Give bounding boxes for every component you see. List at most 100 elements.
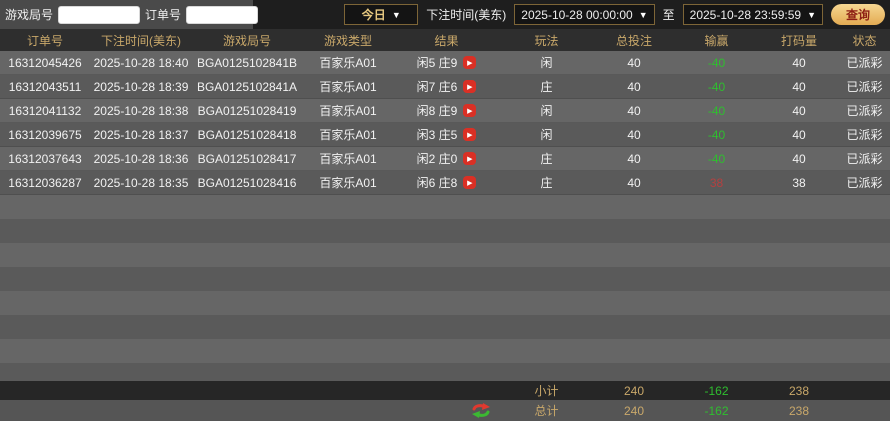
play-cell: 闲 (540, 128, 553, 142)
total-win-loss: -162 (704, 403, 729, 418)
win-loss-cell: -40 (707, 103, 726, 118)
table-row: 16312045426 2025-10-28 18:40 BGA01251028… (0, 51, 890, 75)
col-header-round-id: 游戏局号 (222, 33, 271, 48)
play-cell: 庄 (540, 176, 553, 190)
win-loss-cell: 38 (709, 175, 724, 190)
swap-arrows-icon[interactable] (471, 403, 491, 418)
subtotal-total-bet: 240 (623, 383, 645, 398)
subtotal-label: 小计 (534, 384, 559, 398)
round-id-cell: BGA01251028417 (197, 151, 297, 166)
total-label: 总计 (534, 404, 559, 418)
result-cell: 闲6 庄8 ▶ (394, 171, 499, 194)
date-from-select[interactable]: 2025-10-28 00:00:00 ▼ (514, 4, 655, 25)
turnover-cell: 40 (792, 55, 806, 70)
order-id-cell: 16312037643 (8, 151, 82, 166)
subtotal-turnover: 238 (788, 383, 810, 398)
col-header-status: 状态 (852, 33, 877, 48)
total-total-bet: 240 (623, 403, 645, 418)
col-header-total-bet: 总投注 (615, 33, 652, 48)
bet-time-cell: 2025-10-28 18:36 (93, 151, 189, 166)
turnover-cell: 40 (792, 127, 806, 142)
bet-time-cell: 2025-10-28 18:40 (93, 55, 189, 70)
replay-icon[interactable]: ▶ (463, 104, 477, 117)
order-id-cell: 16312039675 (8, 127, 82, 142)
total-bet-cell: 40 (627, 175, 641, 190)
win-loss-cell: -40 (707, 55, 726, 70)
filter-bar: 游戏局号 订单号 今日 ▼ 下注时间(美东) 2025-10-28 00:00:… (0, 0, 890, 29)
table-row: 16312036287 2025-10-28 18:35 BGA01251028… (0, 171, 890, 195)
to-label: 至 (662, 8, 675, 22)
col-header-result: 结果 (434, 33, 459, 48)
status-cell: 已派彩 (846, 176, 883, 190)
result-cell: 闲7 庄6 ▶ (394, 75, 499, 98)
table-body: 16312045426 2025-10-28 18:40 BGA01251028… (0, 51, 890, 195)
result-cell: 闲8 庄9 ▶ (394, 99, 499, 122)
turnover-cell: 40 (792, 79, 806, 94)
replay-icon[interactable]: ▶ (463, 56, 477, 69)
status-cell: 已派彩 (846, 152, 883, 166)
win-loss-cell: -40 (707, 151, 726, 166)
game-type-cell: 百家乐A01 (319, 128, 377, 142)
col-header-win-loss: 输赢 (704, 33, 729, 48)
total-bet-cell: 40 (627, 55, 641, 70)
play-cell: 庄 (540, 152, 553, 166)
replay-icon[interactable]: ▶ (463, 128, 477, 141)
empty-rows-area (0, 195, 890, 381)
result-cell: 闲5 庄9 ▶ (394, 51, 499, 74)
status-cell: 已派彩 (846, 128, 883, 142)
total-bet-cell: 40 (627, 151, 641, 166)
replay-icon[interactable]: ▶ (463, 152, 477, 165)
bet-time-cell: 2025-10-28 18:35 (93, 175, 189, 190)
turnover-cell: 40 (792, 103, 806, 118)
bet-time-cell: 2025-10-28 18:39 (93, 79, 189, 94)
game-type-cell: 百家乐A01 (319, 104, 377, 118)
turnover-cell: 38 (792, 175, 806, 190)
col-header-bet-time: 下注时间(美东) (101, 33, 181, 48)
table-row: 16312043511 2025-10-28 18:39 BGA01251028… (0, 75, 890, 99)
status-cell: 已派彩 (846, 80, 883, 94)
bet-time-cell: 2025-10-28 18:38 (93, 103, 189, 118)
result-cell: 闲2 庄0 ▶ (394, 147, 499, 170)
order-no-input[interactable] (186, 5, 259, 24)
replay-icon[interactable]: ▶ (463, 176, 477, 189)
total-icon-cell (394, 400, 499, 421)
table-row: 16312039675 2025-10-28 18:37 BGA01251028… (0, 123, 890, 147)
order-no-label: 订单号 (145, 8, 182, 22)
turnover-cell: 40 (792, 151, 806, 166)
col-header-game-type: 游戏类型 (323, 33, 372, 48)
period-select[interactable]: 今日 ▼ (344, 4, 419, 25)
table-row: 16312037643 2025-10-28 18:36 BGA01251028… (0, 147, 890, 171)
game-type-cell: 百家乐A01 (319, 80, 377, 94)
status-cell: 已派彩 (846, 104, 883, 118)
total-bet-cell: 40 (627, 127, 641, 142)
total-bet-cell: 40 (627, 79, 641, 94)
order-id-cell: 16312043511 (8, 79, 82, 94)
order-id-cell: 16312036287 (8, 175, 82, 190)
round-id-cell: BGA01251028416 (197, 175, 297, 190)
bet-time-cell: 2025-10-28 18:37 (93, 127, 189, 142)
chevron-down-icon: ▼ (638, 9, 648, 20)
play-cell: 闲 (540, 56, 553, 70)
subtotal-win-loss: -162 (704, 383, 729, 398)
round-id-cell: BGA01251028419 (197, 103, 297, 118)
order-id-cell: 16312041132 (8, 103, 82, 118)
game-type-cell: 百家乐A01 (319, 56, 377, 70)
status-cell: 已派彩 (846, 56, 883, 70)
round-id-cell: BGA0125102841A (196, 79, 298, 94)
col-header-order-id: 订单号 (26, 33, 63, 48)
win-loss-cell: -40 (707, 79, 726, 94)
table-header: 订单号 下注时间(美东) 游戏局号 游戏类型 结果 玩法 总投注 输赢 打码量 … (0, 29, 890, 51)
filter-left-section: 游戏局号 订单号 (0, 0, 259, 29)
col-header-play: 玩法 (534, 33, 559, 48)
total-bet-cell: 40 (627, 103, 641, 118)
win-loss-cell: -40 (707, 127, 726, 142)
result-cell: 闲3 庄5 ▶ (394, 123, 499, 146)
game-round-label: 游戏局号 (5, 8, 54, 22)
bet-time-label: 下注时间(美东) (426, 8, 507, 22)
total-row: 总计 240 -162 238 (0, 400, 890, 421)
game-round-input[interactable] (58, 5, 141, 24)
date-to-select[interactable]: 2025-10-28 23:59:59 ▼ (682, 4, 823, 25)
search-button[interactable]: 查询 (831, 4, 885, 25)
replay-icon[interactable]: ▶ (463, 80, 477, 93)
